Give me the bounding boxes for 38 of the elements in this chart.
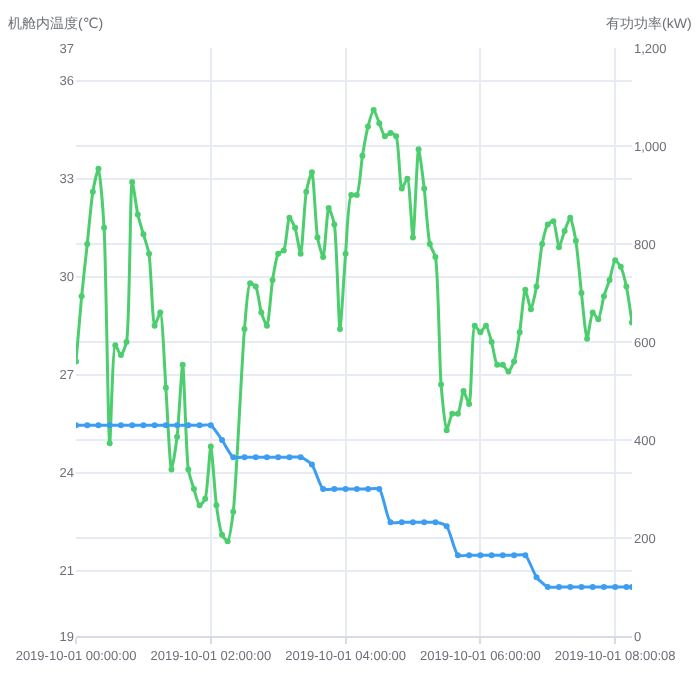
point [409,519,416,526]
point [308,461,315,468]
point [286,454,293,461]
point [443,523,450,530]
point [297,454,304,461]
point [578,584,585,590]
point [342,486,349,492]
point [117,422,124,429]
point [488,552,495,559]
point [544,584,551,590]
point [174,422,181,429]
point [454,552,461,559]
point [263,454,270,461]
point [376,486,383,492]
point [252,454,259,461]
point [387,519,394,526]
point [140,422,147,429]
point [162,422,169,429]
point [466,552,473,559]
point [84,422,91,429]
point [522,552,529,559]
point [511,552,518,559]
point [275,454,282,461]
point [230,454,237,461]
point [129,422,136,429]
point [499,552,506,559]
point [421,519,428,526]
point [106,422,113,429]
point [477,552,484,559]
point [95,422,102,429]
point [241,454,248,461]
point [151,422,158,429]
point [533,574,540,581]
point [196,422,203,429]
point [398,519,405,526]
point [432,519,439,526]
point [185,422,192,429]
point [207,422,214,429]
